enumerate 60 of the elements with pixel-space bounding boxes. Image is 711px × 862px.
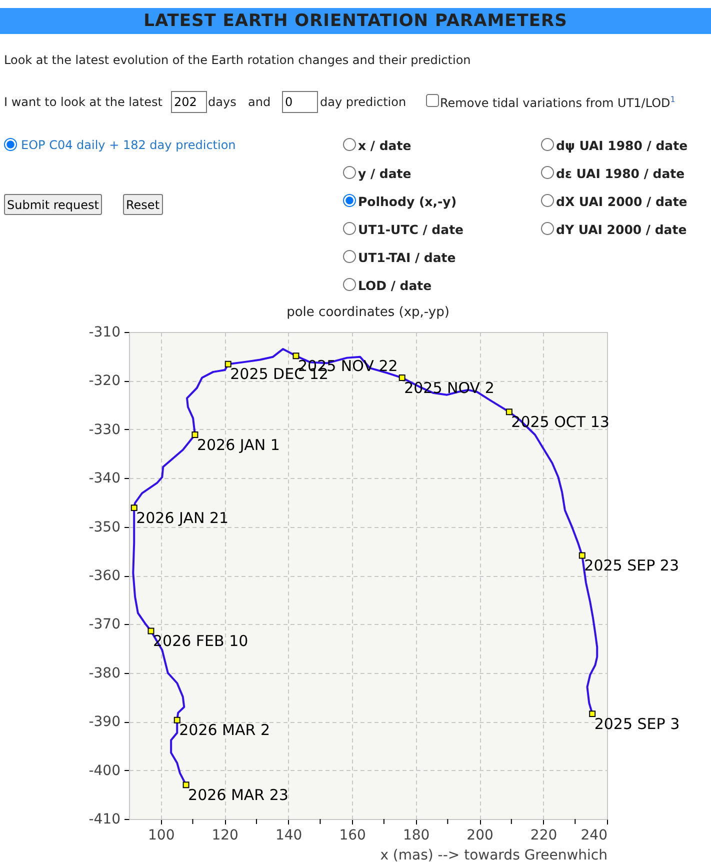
y-tick-label: -400 <box>88 762 120 779</box>
annotation: 2025 SEP 23 <box>584 556 679 575</box>
text: dX UAI 2000 / date <box>556 194 688 209</box>
point <box>292 352 300 360</box>
y-tick-label: -350 <box>88 519 120 536</box>
point <box>506 408 512 416</box>
text: UT1-UTC / date <box>358 222 464 237</box>
y-tick-label: -410 <box>88 812 120 828</box>
text: I want to look at the latest <box>4 95 162 109</box>
text-field: 202 <box>171 91 207 113</box>
x-tick-label: 240 <box>580 828 608 844</box>
x-tick-label: 140 <box>275 828 302 844</box>
text: and <box>248 95 271 109</box>
point <box>589 710 596 718</box>
y-tick-label: -360 <box>88 568 120 584</box>
point <box>182 782 190 788</box>
y-tick-label: -340 <box>88 470 120 487</box>
text: LOD / date <box>358 278 432 293</box>
text: dY UAI 2000 / date <box>556 222 687 237</box>
point <box>192 432 198 438</box>
x-tick-label: 220 <box>530 828 558 844</box>
text: day prediction <box>320 95 406 109</box>
x-tick-label: 100 <box>148 828 175 844</box>
annotation: 2025 SEP 3 <box>594 714 680 733</box>
y-tick-label: -320 <box>88 373 120 390</box>
annotation: 2026 MAR 2 <box>179 721 270 740</box>
point <box>130 504 138 512</box>
button: Reset <box>123 194 163 215</box>
text: Remove tidal variations from UT1/LOD$^{1}$ <box>440 95 676 110</box>
y-tick-label: -370 <box>88 616 120 633</box>
text: UT1-TAI / date <box>358 250 456 265</box>
text: Polhody (x,-y) <box>358 194 457 209</box>
x-axis-title: x (mas) --> towards Greenwhich <box>380 848 608 862</box>
y-tick-label: -380 <box>88 665 120 682</box>
annotation: 2026 JAN 1 <box>196 436 280 454</box>
x-tick-label: 200 <box>466 828 494 844</box>
text: days <box>208 95 236 109</box>
text: x / date <box>358 138 412 153</box>
y-tick-label: -310 <box>88 324 120 340</box>
y-tick-label: -330 <box>88 422 120 438</box>
y-tick-label: -390 <box>88 714 120 730</box>
x-tick-label: 160 <box>339 828 366 844</box>
text: LATEST EARTH ORIENTATION PARAMETERS <box>0 8 711 34</box>
text: dε UAI 1980 / date <box>556 166 685 181</box>
point <box>224 360 232 368</box>
text: dψ UAI 1980 / date <box>556 138 688 153</box>
text: y / date <box>358 166 412 181</box>
point <box>578 552 586 559</box>
x-tick-label: 180 <box>402 828 430 844</box>
button: Submit request <box>4 194 102 215</box>
annotation: 2026 JAN 21 <box>136 508 229 527</box>
text: Look at the latest evolution of the Earth rotation changes and their prediction <box>4 53 471 67</box>
text: EOP C04 daily + 182 day prediction <box>21 138 236 152</box>
chart-title: pole coordinates (xp,-yp) <box>286 305 450 320</box>
x-tick-label: 120 <box>212 828 238 844</box>
point <box>174 716 180 724</box>
point <box>148 628 154 634</box>
point <box>398 374 406 382</box>
annotation: 2026 MAR 23 <box>188 786 288 804</box>
text-field: 0 <box>282 91 318 113</box>
